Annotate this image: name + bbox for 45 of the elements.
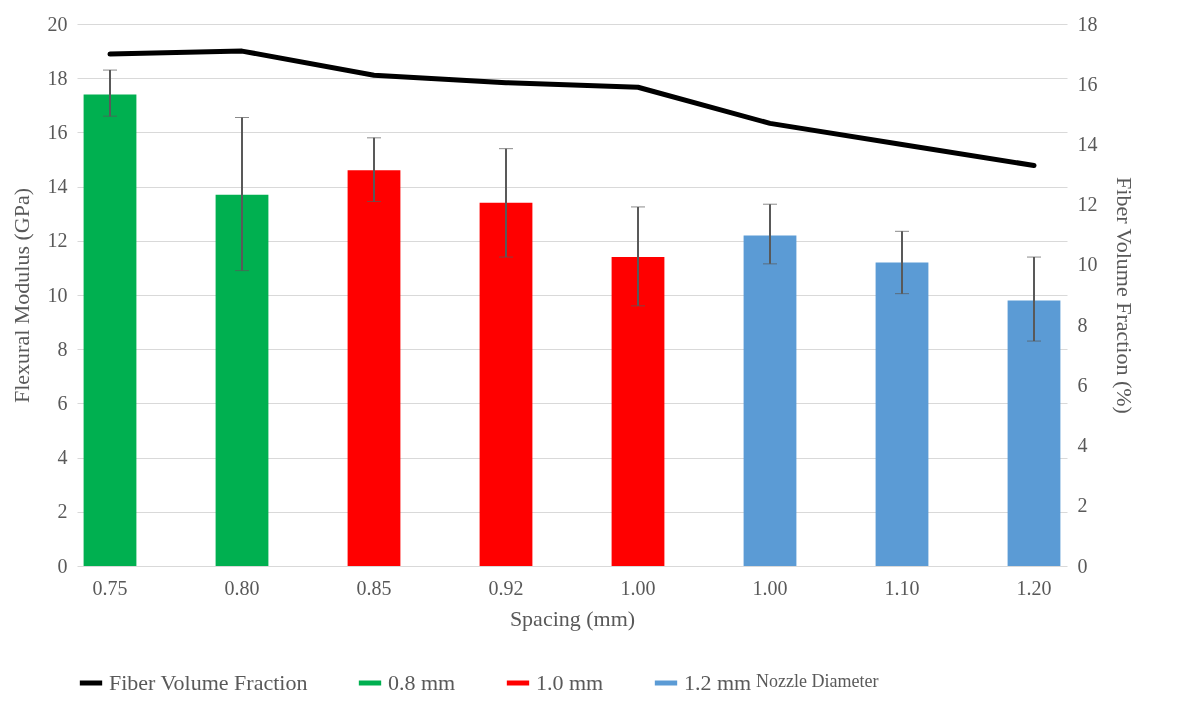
bar [83,94,137,566]
x-axis-title: Spacing (mm) [509,605,636,631]
y-axis-title: Flexural Modulus (GPa) [8,187,34,404]
y2-axis-title: Fiber Volume Fraction (%) [1111,177,1137,414]
x-tick-label: 0.92 [488,576,524,599]
bar [611,257,665,566]
y-tick-label: 20 [47,12,68,35]
bar [1007,300,1061,566]
x-tick-label: 0.85 [356,576,392,599]
y-tick-label: 4 [57,446,68,469]
y-tick-label: 16 [47,120,68,143]
legend-title: Nozzle Diameter [756,671,879,691]
y2-tick-label: 4 [1077,434,1088,457]
y2-tick-label: 2 [1077,494,1088,517]
legend-label: 0.8 mm [388,670,456,695]
y2-tick-label: 16 [1077,72,1098,95]
x-tick-label: 1.20 [1016,576,1052,599]
y2-tick-label: 14 [1077,132,1098,155]
y-tick-label: 8 [57,337,68,360]
y2-tick-label: 12 [1077,193,1098,216]
y2-tick-label: 10 [1077,253,1098,276]
x-tick-label: 1.10 [884,576,920,599]
bar [743,235,797,566]
y2-tick-label: 8 [1077,313,1088,336]
y2-tick-label: 6 [1077,373,1088,396]
x-tick-label: 1.00 [752,576,788,599]
y-tick-label: 6 [57,391,68,414]
bar [347,170,401,566]
x-tick-label: 0.75 [92,576,128,599]
legend-label: Fiber Volume Fraction [109,670,308,695]
bar [875,262,929,566]
y-tick-label: 18 [47,66,68,89]
legend-label: 1.2 mm [684,670,752,695]
y-tick-label: 14 [47,175,68,198]
y-tick-label: 12 [47,229,68,252]
bar [215,194,269,566]
x-tick-label: 0.80 [224,576,260,599]
bar [479,202,533,566]
y2-tick-label: 0 [1077,554,1088,577]
y-tick-label: 0 [57,554,68,577]
y2-tick-label: 18 [1077,12,1098,35]
y-tick-label: 10 [47,283,68,306]
legend-label: 1.0 mm [536,670,604,695]
y-tick-label: 2 [57,500,68,523]
x-tick-label: 1.00 [620,576,656,599]
